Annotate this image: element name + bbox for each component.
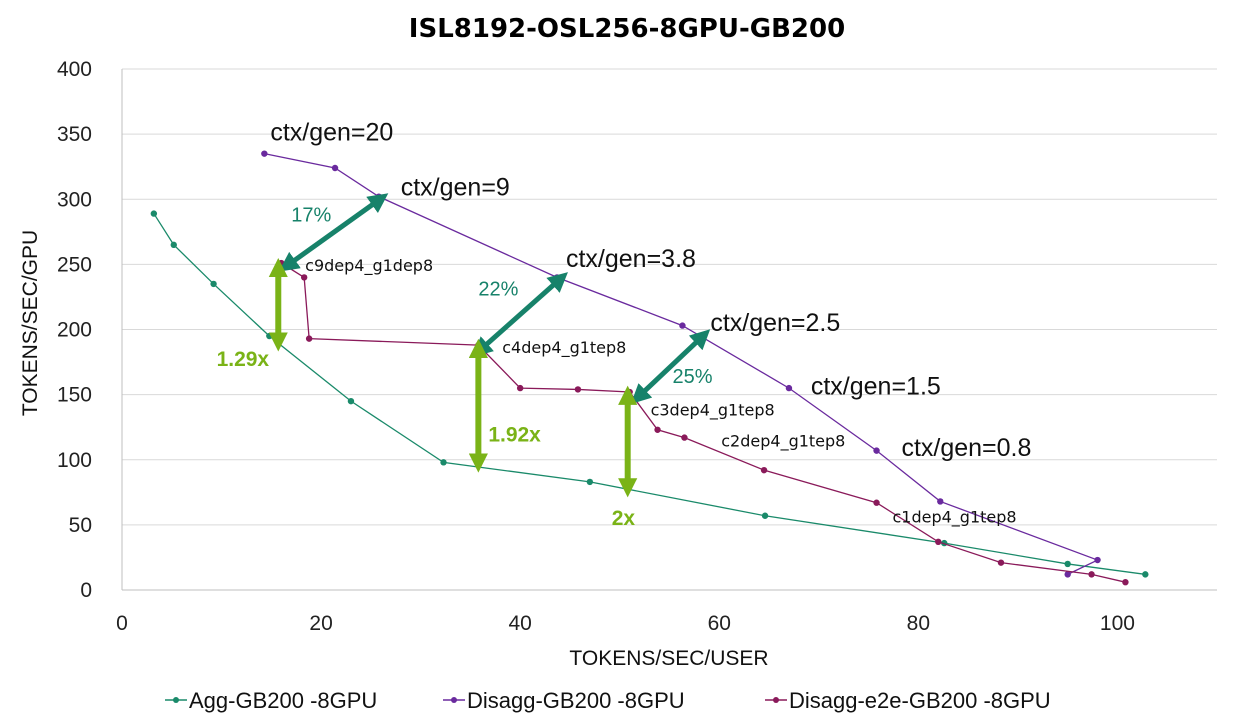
data-point bbox=[873, 499, 880, 506]
series-line bbox=[264, 153, 1100, 575]
speedup-label: 1.92x bbox=[488, 424, 541, 447]
y-tick-label: 100 bbox=[57, 449, 92, 472]
y-tick-label: 250 bbox=[57, 253, 92, 276]
x-tick-labels: 0 20 40 60 80 100 bbox=[116, 612, 1135, 635]
speedup-label: 1.29x bbox=[217, 348, 270, 371]
data-point bbox=[440, 459, 447, 466]
gain-arrow bbox=[630, 329, 711, 405]
x-tick-label: 40 bbox=[509, 612, 532, 635]
legend-item: Disagg-GB200 -8GPU bbox=[443, 688, 685, 713]
data-point bbox=[586, 478, 594, 486]
config-label: c9dep4_g1dep8 bbox=[305, 256, 433, 276]
legend-marker bbox=[173, 697, 179, 703]
x-tick-label: 80 bbox=[907, 612, 930, 635]
data-point bbox=[1122, 578, 1129, 586]
data-point bbox=[873, 447, 880, 454]
config-label: c1dep4_g1tep8 bbox=[892, 507, 1016, 527]
y-tick-labels: 0 50 100 150 200 250 300 350 400 bbox=[57, 58, 92, 602]
data-point bbox=[150, 210, 158, 217]
data-point bbox=[300, 274, 308, 281]
series-3 bbox=[278, 259, 1129, 586]
data-point bbox=[331, 164, 339, 172]
data-point bbox=[761, 512, 769, 519]
legend: Agg-GB200 -8GPU Disagg-GB200 -8GPU Disagg-… bbox=[165, 688, 1051, 713]
data-point bbox=[654, 426, 661, 433]
gain-arrow bbox=[472, 272, 568, 357]
data-point bbox=[170, 241, 177, 249]
gain-arrow bbox=[278, 193, 389, 272]
ratio-label: ctx/gen=2.5 bbox=[710, 309, 840, 337]
y-tick-label: 400 bbox=[57, 58, 92, 81]
ratio-label: ctx/gen=9 bbox=[401, 173, 510, 201]
y-tick-label: 50 bbox=[69, 514, 92, 537]
data-point bbox=[997, 559, 1005, 566]
data-point bbox=[516, 384, 524, 392]
data-point bbox=[760, 466, 768, 474]
legend-label: Disagg-e2e-GB200 -8GPU bbox=[789, 688, 1051, 713]
legend-label: Disagg-GB200 -8GPU bbox=[467, 688, 685, 713]
data-point bbox=[1064, 571, 1071, 578]
data-point bbox=[278, 259, 285, 267]
data-point bbox=[266, 332, 273, 340]
data-point bbox=[347, 397, 355, 405]
y-tick-label: 200 bbox=[57, 319, 92, 342]
y-axis-label: TOKENS/SEC/GPU bbox=[19, 230, 42, 416]
y-tick-label: 150 bbox=[57, 384, 92, 407]
x-tick-label: 20 bbox=[309, 612, 332, 635]
config-label: c4dep4_g1tep8 bbox=[502, 338, 626, 358]
data-point bbox=[785, 384, 793, 392]
series-layer bbox=[150, 150, 1149, 586]
x-tick-label: 100 bbox=[1100, 612, 1135, 635]
y-tick-label: 0 bbox=[80, 579, 92, 602]
legend-label: Agg-GB200 -8GPU bbox=[189, 688, 377, 713]
gain-label: 17% bbox=[291, 204, 331, 226]
ratio-label: ctx/gen=0.8 bbox=[901, 434, 1031, 462]
y-tick-label: 300 bbox=[57, 188, 92, 211]
data-point bbox=[574, 386, 582, 393]
data-point bbox=[305, 335, 313, 342]
data-point bbox=[937, 498, 944, 505]
config-label: c2dep4_g1tep8 bbox=[721, 432, 845, 452]
data-point bbox=[261, 150, 268, 157]
data-point bbox=[1064, 560, 1071, 568]
legend-item: Disagg-e2e-GB200 -8GPU bbox=[765, 688, 1051, 713]
x-tick-label: 0 bbox=[116, 612, 128, 635]
ratio-label: ctx/gen=1.5 bbox=[811, 373, 941, 401]
chart-title: ISL8192-OSL256-8GPU-GB200 bbox=[409, 14, 845, 44]
data-point bbox=[1142, 571, 1149, 578]
config-label: c3dep4_g1tep8 bbox=[651, 400, 775, 420]
legend-item: Agg-GB200 -8GPU bbox=[165, 688, 377, 713]
data-point bbox=[935, 538, 942, 546]
legend-marker bbox=[451, 697, 457, 703]
data-point bbox=[1094, 556, 1101, 564]
annotation-layer: ctx/gen=20 ctx/gen=9 ctx/gen=3.8 ctx/gen=2.… bbox=[217, 119, 1032, 530]
speedup-label: 2x bbox=[612, 507, 636, 530]
data-point bbox=[681, 434, 688, 441]
ratio-label: ctx/gen=3.8 bbox=[566, 245, 696, 273]
data-point bbox=[1088, 571, 1095, 578]
data-point bbox=[210, 280, 217, 288]
axes bbox=[121, 69, 1217, 591]
legend-marker bbox=[773, 697, 779, 703]
series-line bbox=[280, 262, 1126, 583]
ratio-label: ctx/gen=20 bbox=[270, 119, 393, 147]
x-axis-label: TOKENS/SEC/USER bbox=[569, 647, 768, 670]
series-2 bbox=[261, 150, 1101, 578]
gain-label: 22% bbox=[478, 279, 518, 301]
x-tick-label: 60 bbox=[708, 612, 731, 635]
y-tick-label: 350 bbox=[57, 123, 92, 146]
gain-label: 25% bbox=[672, 366, 712, 388]
data-point bbox=[679, 322, 686, 329]
